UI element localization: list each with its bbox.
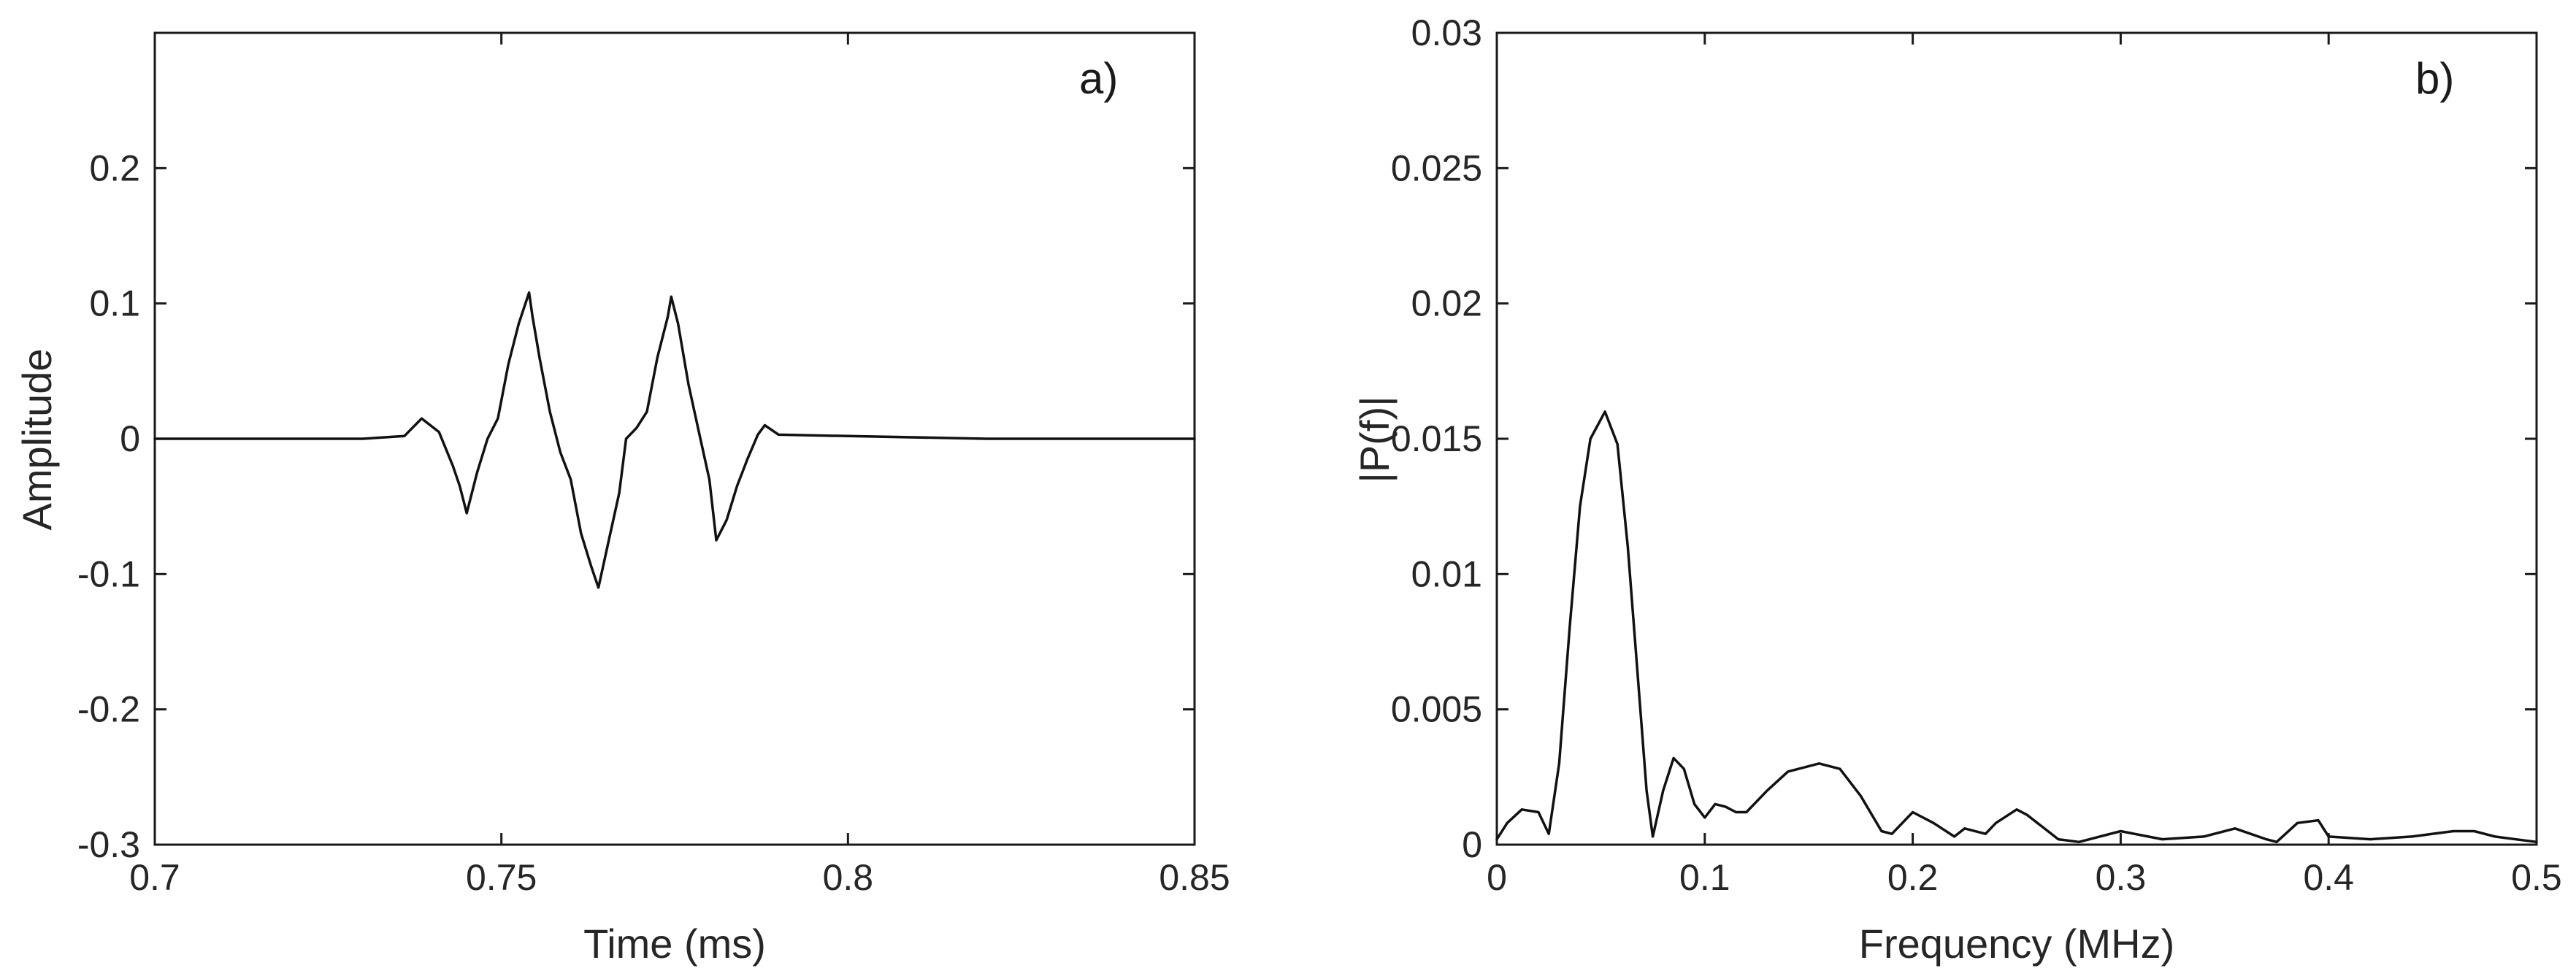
panel-b-x-tick-label: 0.4 bbox=[2303, 857, 2354, 898]
panel-a-y-tick-label: 0.1 bbox=[89, 283, 140, 324]
panel-a-y-tick-label: -0.1 bbox=[77, 553, 140, 594]
panel-a: 0.7 0.75 0.8 0.85 -0.3 -0.2 -0.1 0 0.1 0.2 a) Tim… bbox=[14, 31, 1230, 967]
panel-b-ticks bbox=[1495, 31, 2538, 846]
panel-a-tick-labels: 0.7 0.75 0.8 0.85 -0.3 -0.2 -0.1 0 0.1 0.2 bbox=[77, 147, 1230, 898]
panel-b-x-axis-label: Frequency (MHz) bbox=[1859, 921, 2175, 967]
panel-a-x-axis-label: Time (ms) bbox=[583, 921, 766, 967]
panel-a-label: a) bbox=[1079, 54, 1118, 103]
panel-b-y-tick-label: 0.03 bbox=[1411, 12, 1482, 53]
panel-b-x-tick-label: 0.3 bbox=[2096, 857, 2147, 898]
panel-a-x-tick-label: 0.85 bbox=[1159, 857, 1230, 898]
panel-b-y-tick-label: 0.005 bbox=[1391, 689, 1482, 730]
panel-b-tick-labels: 0 0.1 0.2 0.3 0.4 0.5 0 0.005 0.01 0.015 0.02 0.025… bbox=[1391, 12, 2562, 898]
panel-b-x-tick-label: 0.5 bbox=[2511, 857, 2562, 898]
panel-a-y-tick-label: -0.2 bbox=[77, 689, 140, 730]
panel-b-y-tick-label: 0.01 bbox=[1411, 553, 1482, 594]
panel-a-x-tick-label: 0.7 bbox=[129, 857, 180, 898]
panel-b-series-line bbox=[1495, 410, 2538, 844]
panel-a-y-tick-label: -0.3 bbox=[77, 824, 140, 865]
panel-b-y-tick-label: 0.02 bbox=[1411, 283, 1482, 324]
panel-b-x-tick-label: 0.1 bbox=[1679, 857, 1730, 898]
panel-b-y-tick-label: 0.025 bbox=[1391, 147, 1482, 188]
panel-b: 0 0.1 0.2 0.3 0.4 0.5 0 0.005 0.01 0.015 0.02 0.025… bbox=[1352, 12, 2562, 967]
panel-b-x-tick-label: 0 bbox=[1487, 857, 1507, 898]
panel-b-y-tick-label: 0.015 bbox=[1391, 418, 1482, 459]
panel-b-y-axis-label: |P(f)| bbox=[1352, 396, 1398, 483]
panel-b-x-tick-label: 0.2 bbox=[1887, 857, 1939, 898]
panel-b-y-tick-label: 0 bbox=[1462, 824, 1482, 865]
panel-a-x-tick-label: 0.8 bbox=[823, 857, 874, 898]
panel-a-y-tick-label: 0 bbox=[120, 418, 140, 459]
panel-a-y-axis-label: Amplitude bbox=[14, 348, 60, 530]
panel-b-axes-box bbox=[1495, 31, 2538, 846]
panel-b-label: b) bbox=[2415, 54, 2454, 103]
panel-a-y-tick-label: 0.2 bbox=[89, 147, 140, 188]
panel-a-x-tick-label: 0.75 bbox=[466, 857, 537, 898]
panel-a-series-line bbox=[153, 291, 1196, 589]
